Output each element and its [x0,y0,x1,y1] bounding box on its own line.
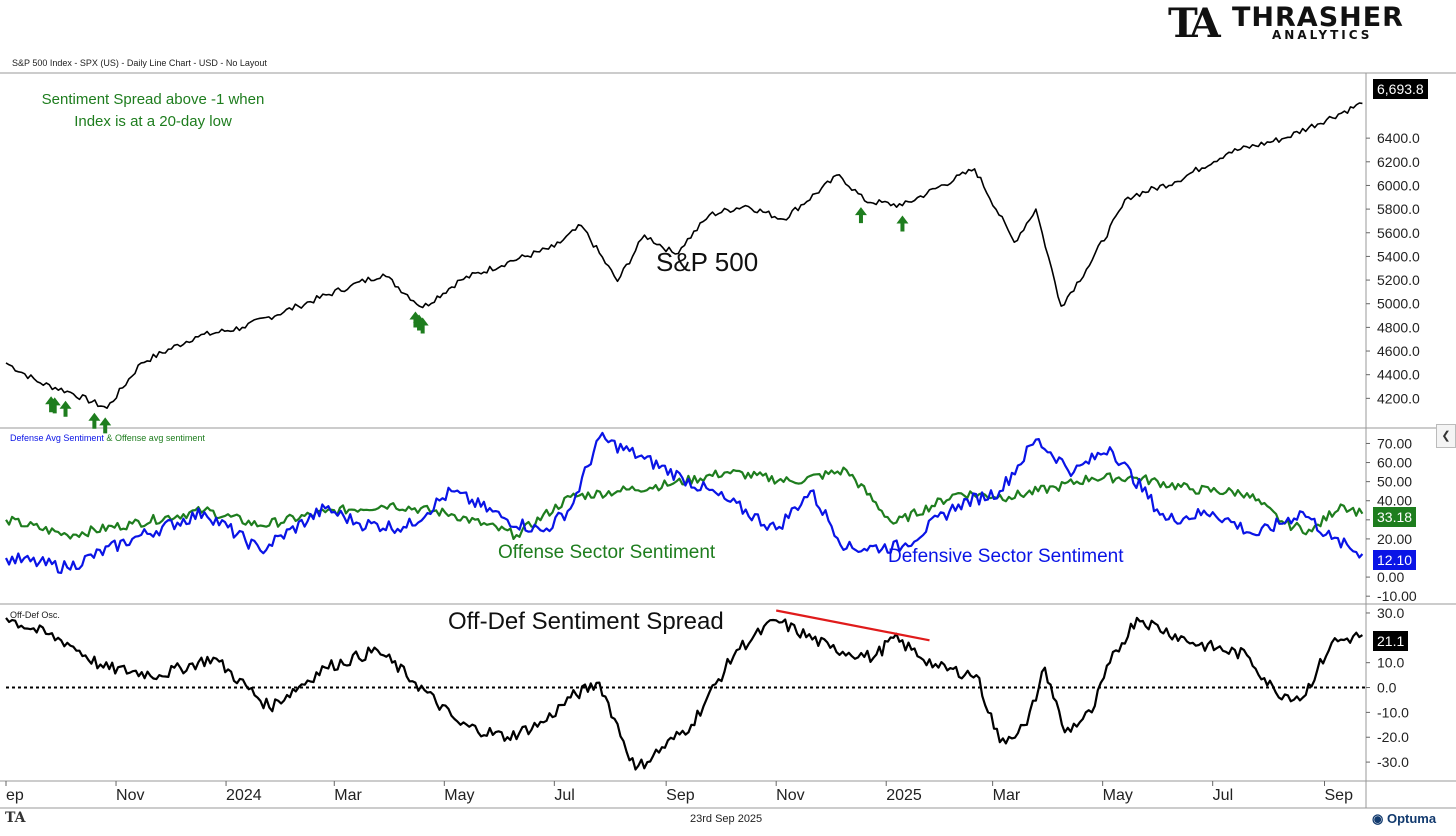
x-tick-label: Mar [993,787,1021,804]
arrow-annotation: Sentiment Spread above -1 when Index is … [41,91,265,130]
price-y-tick-label: 5600.0 [1377,225,1420,241]
price-y-tick-label: 5800.0 [1377,201,1420,217]
x-tick-label: ep [6,787,24,804]
oscillator-legend: Off-Def Osc. [10,610,60,620]
sentiment-y-tick-label: 70.00 [1377,435,1412,451]
buy-signal-arrow [416,317,429,334]
buy-signal-arrow [88,412,101,429]
spread-line [5,616,1363,771]
chart-source-line: S&P 500 Index - SPX (US) - Daily Line Ch… [12,58,267,68]
logo-mark: TA [1168,0,1221,47]
optuma-icon: ◉ [1372,811,1384,826]
price-y-tick-label: 5200.0 [1377,272,1420,288]
offense-series-label: Offense Sector Sentiment [498,542,716,563]
sentiment-y-tick-label: -10.00 [1377,588,1417,604]
sentiment-y-tick-label: 60.00 [1377,455,1412,471]
x-tick-label: Mar [334,787,362,804]
footer-ta-mark: TA [5,810,26,826]
logo-name: THRASHER [1232,2,1404,33]
x-tick-label: 2025 [886,787,922,804]
logo-subtitle: ANALYTICS [1272,28,1373,42]
sentiment-legend: Defense Avg Sentiment & Offense avg sent… [10,433,205,443]
sentiment-y-tick-label: 50.00 [1377,474,1412,490]
divergence-trendline [775,609,930,642]
buy-signal-arrow [854,207,867,224]
footer-date: 23rd Sep 2025 [690,813,763,825]
sentiment-y-tick-label: 20.00 [1377,531,1412,547]
price-last-value: 6,693.8 [1373,79,1428,99]
x-tick-label: Jul [1213,787,1233,804]
price-y-tick-label: 4200.0 [1377,390,1420,406]
oscillator-title: Off-Def Sentiment Spread [448,608,724,635]
buy-signal-arrow [896,215,909,232]
price-y-tick-label: 4600.0 [1377,343,1420,359]
oscillator-y-tick-label: -10.0 [1377,704,1409,720]
oscillator-y-tick-label: 10.0 [1377,655,1404,671]
price-y-tick-label: 4800.0 [1377,319,1420,335]
sentiment-y-tick-label: 40.00 [1377,493,1412,509]
price-y-tick-label: 5000.0 [1377,296,1420,312]
x-tick-label: May [444,787,474,804]
buy-signal-arrow [99,417,112,434]
offense-last-value: 33.18 [1373,507,1417,527]
oscillator-y-tick-label: -30.0 [1377,754,1409,770]
defense-sentiment-line [5,431,1364,574]
oscillator-y-tick-label: 30.0 [1377,605,1404,621]
sentiment-y-tick-label: 0.00 [1377,569,1404,585]
buy-signal-arrow [59,400,72,417]
x-tick-label: Sep [1325,787,1354,804]
optuma-brand: Optuma [1386,811,1437,826]
x-tick-label: Nov [776,787,804,804]
price-line [5,102,1363,409]
defense-series-label: Defensive Sector Sentiment [888,546,1124,567]
oscillator-y-tick-label: 0.0 [1377,680,1397,696]
buy-signal-arrow [48,397,61,414]
defense-last-value: 12.10 [1373,550,1417,570]
legend-defense: Defense Avg Sentiment [10,433,104,443]
legend-offense: Offense avg sentiment [114,433,205,443]
oscillator-last-value: 21.1 [1373,631,1409,651]
thrasher-analytics-logo: TA THRASHER ANALYTICS [1168,2,1408,48]
price-y-tick-label: 6200.0 [1377,154,1420,170]
x-tick-label: 2024 [226,787,262,804]
price-panel-title: S&P 500 [656,247,759,277]
price-y-tick-label: 6000.0 [1377,177,1420,193]
x-tick-label: Nov [116,787,144,804]
x-tick-label: May [1103,787,1133,804]
price-y-tick-label: 4400.0 [1377,367,1420,383]
legend-amp: & [106,433,113,443]
offense-sentiment-line [5,466,1364,540]
price-y-tick-label: 5400.0 [1377,248,1420,264]
price-y-tick-label: 6400.0 [1377,130,1420,146]
optuma-logo: ◉ Optuma [1372,811,1436,827]
x-tick-label: Sep [666,787,695,804]
oscillator-y-tick-label: -20.0 [1377,729,1409,745]
panel-collapse-arrow[interactable]: ❮ [1436,424,1456,448]
x-tick-label: Jul [554,787,574,804]
